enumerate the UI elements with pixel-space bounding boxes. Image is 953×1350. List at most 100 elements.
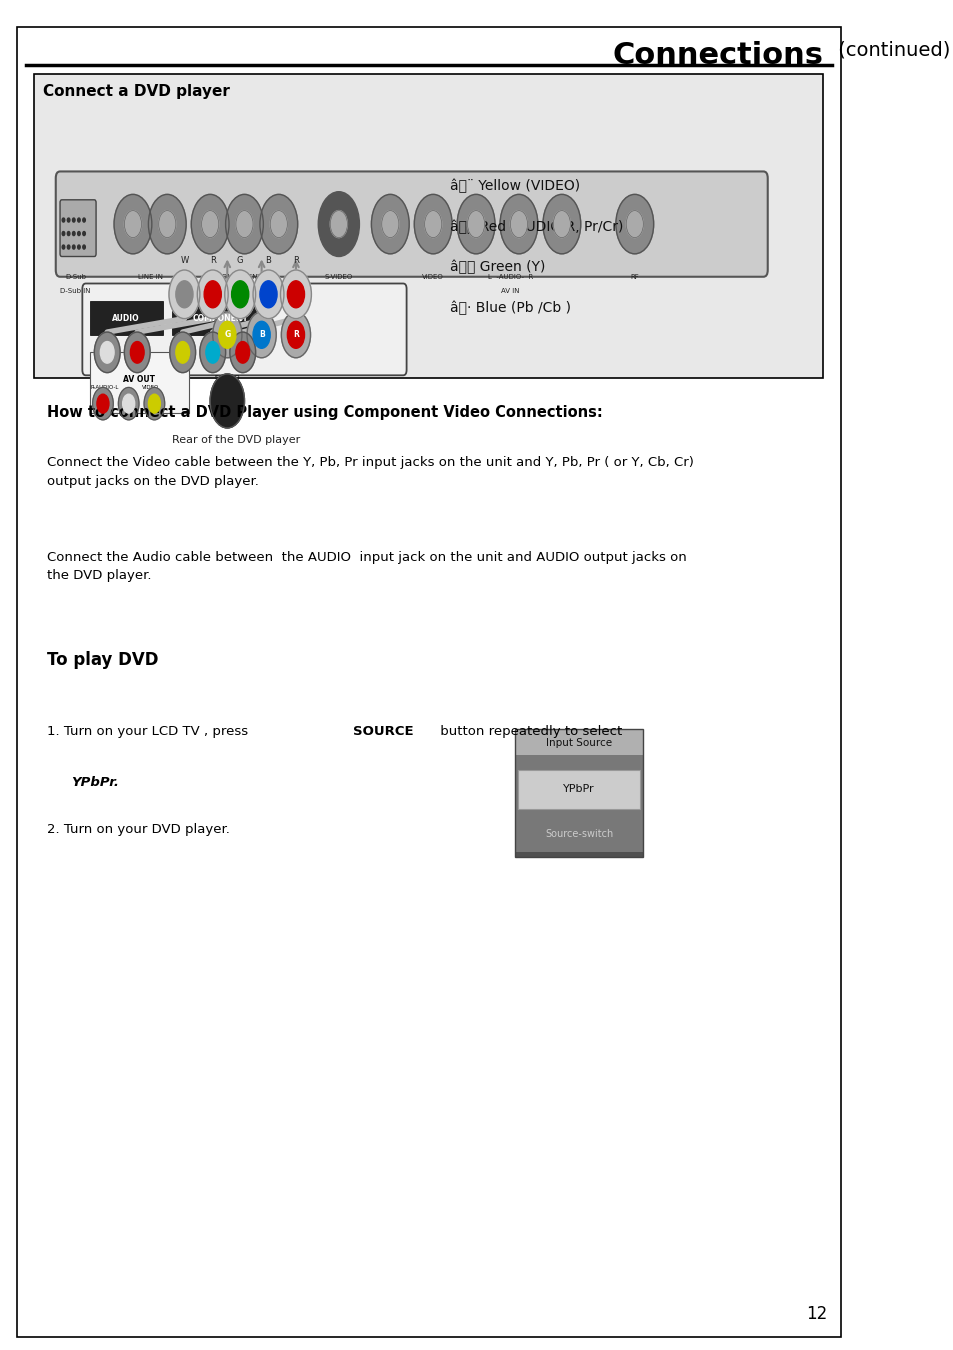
Text: â Green (Y): â Green (Y) (450, 261, 545, 274)
Circle shape (94, 332, 120, 373)
FancyBboxPatch shape (82, 284, 406, 375)
Circle shape (72, 217, 75, 223)
Text: SOURCE: SOURCE (353, 725, 414, 738)
FancyBboxPatch shape (60, 200, 96, 256)
Circle shape (124, 211, 141, 238)
Circle shape (118, 387, 139, 420)
FancyBboxPatch shape (55, 171, 767, 277)
Text: YPbPr.: YPbPr. (71, 776, 119, 790)
Text: Source-switch: Source-switch (544, 829, 613, 840)
Circle shape (319, 194, 357, 254)
Circle shape (424, 211, 441, 238)
Circle shape (131, 342, 144, 363)
Circle shape (287, 321, 304, 348)
Circle shape (253, 270, 284, 319)
Text: G: G (224, 331, 231, 339)
Circle shape (204, 281, 221, 308)
Text: RF: RF (630, 274, 639, 279)
Circle shape (230, 332, 255, 373)
Circle shape (270, 211, 287, 238)
Circle shape (92, 387, 113, 420)
Circle shape (281, 312, 310, 358)
Text: VIDEO: VIDEO (141, 385, 158, 390)
Circle shape (62, 232, 65, 236)
Circle shape (68, 217, 70, 223)
Circle shape (169, 270, 200, 319)
Text: W: W (180, 256, 189, 265)
Circle shape (287, 281, 304, 308)
Circle shape (83, 217, 85, 223)
Circle shape (201, 211, 218, 238)
Text: R: R (210, 256, 215, 265)
Text: B: B (258, 331, 264, 339)
FancyBboxPatch shape (34, 74, 822, 378)
Circle shape (253, 321, 270, 348)
Text: S-VIDEO: S-VIDEO (214, 375, 240, 381)
Bar (515, 729, 642, 755)
Text: B: B (265, 256, 272, 265)
Text: 12: 12 (805, 1305, 827, 1323)
Circle shape (68, 232, 70, 236)
Text: COMPONENT: COMPONENT (193, 315, 248, 323)
Text: Input Source: Input Source (545, 738, 612, 748)
Circle shape (232, 281, 249, 308)
Text: Connect the Audio cable between  the AUDIO  input jack on the unit and AUDIO out: Connect the Audio cable between the AUDI… (47, 551, 686, 582)
Bar (515, 755, 642, 852)
Text: 2. Turn on your DVD player.: 2. Turn on your DVD player. (47, 824, 230, 837)
Text: How to connect a DVD Player using Component Video Connections:: How to connect a DVD Player using Compon… (47, 405, 602, 420)
Circle shape (371, 194, 409, 254)
Circle shape (381, 211, 398, 238)
Text: D-Sub IN: D-Sub IN (60, 288, 91, 293)
Circle shape (218, 321, 235, 348)
Text: To play DVD: To play DVD (47, 651, 158, 668)
Bar (90, 301, 163, 335)
Text: R: R (293, 256, 298, 265)
Circle shape (97, 394, 109, 413)
Circle shape (68, 246, 70, 250)
Circle shape (83, 232, 85, 236)
Circle shape (510, 211, 527, 238)
Circle shape (197, 270, 228, 319)
Text: Connect the Video cable between the Y, Pb, Pr input jacks on the unit and Y, Pb,: Connect the Video cable between the Y, P… (47, 456, 694, 487)
Circle shape (225, 270, 255, 319)
Bar (515, 852, 642, 857)
Circle shape (210, 374, 244, 428)
Circle shape (72, 232, 75, 236)
Circle shape (542, 194, 580, 254)
Text: AV OUT: AV OUT (123, 375, 154, 385)
Circle shape (114, 194, 152, 254)
Circle shape (206, 342, 219, 363)
Text: AV IN: AV IN (500, 288, 519, 293)
Circle shape (77, 232, 80, 236)
Text: VIDEO: VIDEO (422, 274, 443, 279)
Circle shape (72, 246, 75, 250)
Text: COMPONENT IN: COMPONENT IN (217, 274, 272, 279)
Circle shape (192, 194, 229, 254)
Circle shape (553, 211, 570, 238)
Circle shape (259, 281, 276, 308)
Text: button repeatedly to select: button repeatedly to select (436, 725, 621, 738)
Text: â¨ Yellow (VIDEO): â¨ Yellow (VIDEO) (450, 180, 579, 193)
Circle shape (100, 342, 114, 363)
Circle shape (158, 211, 175, 238)
Text: YPbPr: YPbPr (562, 784, 595, 794)
Circle shape (149, 394, 160, 413)
FancyBboxPatch shape (17, 27, 840, 1336)
Circle shape (235, 342, 250, 363)
Text: LINE IN: LINE IN (137, 274, 162, 279)
Bar (517, 769, 639, 809)
Circle shape (225, 194, 263, 254)
Circle shape (175, 342, 190, 363)
Text: Connections: Connections (612, 40, 822, 69)
Circle shape (213, 312, 242, 358)
Text: â· Blue (Pb /Cb ): â· Blue (Pb /Cb ) (450, 301, 571, 315)
Text: 1. Turn on your LCD TV , press: 1. Turn on your LCD TV , press (47, 725, 253, 738)
Circle shape (124, 332, 150, 373)
Circle shape (456, 194, 495, 254)
Text: G: G (236, 256, 243, 265)
Circle shape (200, 332, 225, 373)
Bar (172, 301, 270, 335)
Circle shape (170, 332, 195, 373)
Circle shape (330, 211, 347, 238)
Text: â Red (AUDIO R, Pr/Cr): â Red (AUDIO R, Pr/Cr) (450, 220, 623, 234)
